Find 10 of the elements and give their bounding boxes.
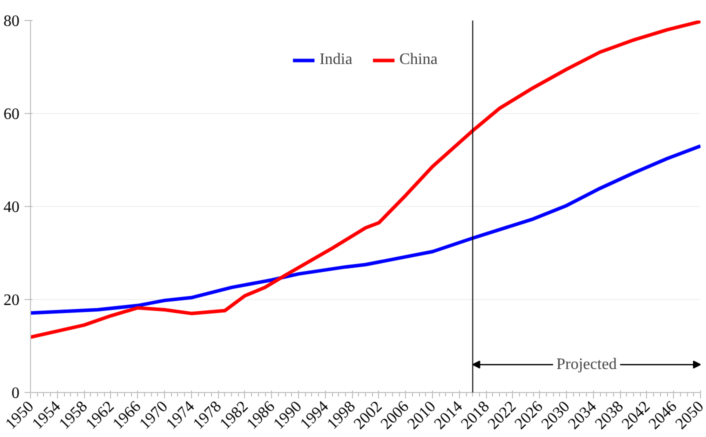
- legend-label: China: [399, 51, 438, 69]
- line-series: [30, 144, 700, 315]
- y-tick-label: 40: [4, 199, 20, 216]
- y-tick-label: 0: [12, 385, 20, 402]
- y-tick-label: 20: [4, 292, 20, 309]
- line-series: [30, 20, 700, 339]
- annotation: Projected: [556, 356, 617, 374]
- y-tick-label: 80: [4, 13, 20, 30]
- y-tick-label: 60: [4, 106, 20, 123]
- legend-label: India: [319, 51, 352, 69]
